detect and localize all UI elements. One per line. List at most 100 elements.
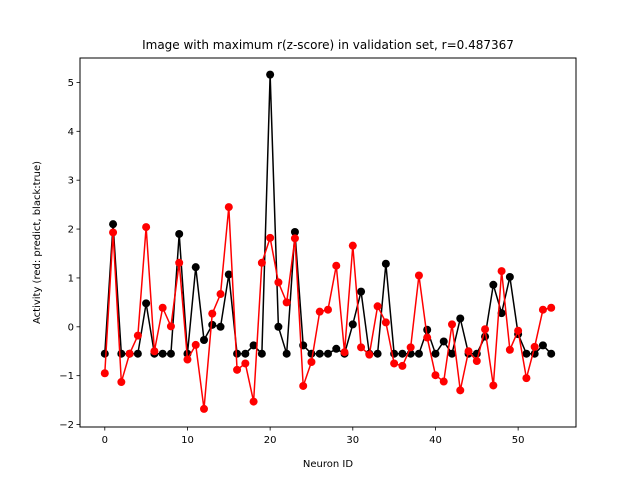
data-point-predict <box>464 347 473 356</box>
data-point-true <box>448 349 456 358</box>
data-point-predict <box>257 258 266 267</box>
y-tick-label: −2 <box>59 420 74 431</box>
data-point-predict <box>489 381 498 390</box>
data-point-predict <box>439 377 448 386</box>
data-point-predict <box>241 359 250 368</box>
data-point-predict <box>191 340 200 349</box>
data-point-predict <box>200 404 208 413</box>
data-point-true <box>233 349 242 358</box>
y-tick-label: 2 <box>68 225 74 236</box>
data-point-true <box>133 349 142 358</box>
y-tick-label: 5 <box>68 78 74 89</box>
y-tick-label: 1 <box>68 273 74 284</box>
data-point-predict <box>175 258 184 267</box>
data-point-true <box>249 341 258 350</box>
data-point-predict <box>390 359 399 368</box>
data-point-true <box>414 349 423 358</box>
data-point-true <box>175 229 184 238</box>
data-point-true <box>109 220 118 229</box>
data-point-true <box>307 349 316 358</box>
data-point-true <box>489 280 498 289</box>
data-point-predict <box>216 290 225 299</box>
data-point-true <box>381 259 390 268</box>
data-point-true <box>315 349 324 358</box>
data-point-predict <box>431 371 440 380</box>
data-point-true <box>224 270 233 279</box>
data-point-true <box>290 227 299 236</box>
data-point-predict <box>100 369 109 378</box>
data-point-true <box>373 349 382 358</box>
y-tick-label: −1 <box>59 371 74 382</box>
data-point-predict <box>406 343 415 352</box>
data-point-predict <box>299 381 308 390</box>
data-point-predict <box>398 361 407 370</box>
data-point-predict <box>117 378 126 387</box>
data-point-predict <box>357 343 366 352</box>
data-point-predict <box>183 355 192 364</box>
data-point-true <box>166 349 175 358</box>
data-point-predict <box>109 228 118 237</box>
data-point-true <box>158 349 167 358</box>
data-point-predict <box>530 342 539 351</box>
y-tick-label: 4 <box>68 127 74 138</box>
y-tick-label: 0 <box>68 322 74 333</box>
data-point-predict <box>481 325 490 334</box>
data-point-true <box>538 341 547 350</box>
data-point-predict <box>505 345 514 354</box>
x-tick-label: 40 <box>429 435 442 446</box>
x-axis: 0 10 20 30 40 50 <box>102 427 525 446</box>
data-point-true <box>100 349 109 358</box>
data-point-true <box>208 320 217 329</box>
data-point-predict <box>514 326 523 335</box>
data-point-predict <box>315 307 324 316</box>
data-point-true <box>257 349 266 358</box>
data-point-predict <box>381 318 390 327</box>
data-point-predict <box>266 233 275 242</box>
data-point-true <box>266 70 275 79</box>
data-point-true <box>522 349 531 358</box>
data-point-predict <box>324 305 332 314</box>
data-point-predict <box>224 203 233 212</box>
data-point-predict <box>208 309 217 318</box>
data-point-predict <box>472 357 481 366</box>
data-point-predict <box>448 320 456 329</box>
data-point-true <box>282 349 291 358</box>
data-point-true <box>439 337 448 346</box>
data-point-predict <box>133 331 142 340</box>
data-point-predict <box>166 322 175 331</box>
x-tick-label: 0 <box>102 435 108 446</box>
series-layer <box>100 70 556 413</box>
data-point-true <box>324 349 332 358</box>
data-point-true <box>142 299 151 308</box>
data-point-true <box>547 349 556 358</box>
data-point-predict <box>340 348 349 357</box>
y-axis-label: Activity (red: predict, black:true) <box>32 161 43 324</box>
data-point-true <box>191 263 200 272</box>
data-point-predict <box>414 271 423 280</box>
data-point-true <box>357 287 366 296</box>
x-tick-label: 10 <box>181 435 194 446</box>
data-point-true <box>398 349 407 358</box>
x-axis-label: Neuron ID <box>303 459 353 470</box>
x-tick-label: 30 <box>346 435 359 446</box>
data-point-predict <box>274 278 283 287</box>
data-point-predict <box>497 267 506 276</box>
y-tick-label: 3 <box>68 176 74 187</box>
data-point-predict <box>290 234 299 243</box>
data-point-predict <box>547 303 556 312</box>
data-point-predict <box>142 223 151 232</box>
data-point-true <box>216 322 225 331</box>
x-tick-label: 50 <box>512 435 525 446</box>
x-tick-label: 20 <box>264 435 277 446</box>
data-point-predict <box>365 350 374 359</box>
data-point-true <box>241 349 250 358</box>
data-point-predict <box>282 298 291 307</box>
data-point-true <box>456 314 465 323</box>
data-point-predict <box>158 303 167 312</box>
chart-title: Image with maximum r(z-score) in validat… <box>142 38 514 52</box>
data-point-predict <box>125 349 134 358</box>
data-point-true <box>497 309 506 318</box>
plot-frame <box>79 57 577 428</box>
